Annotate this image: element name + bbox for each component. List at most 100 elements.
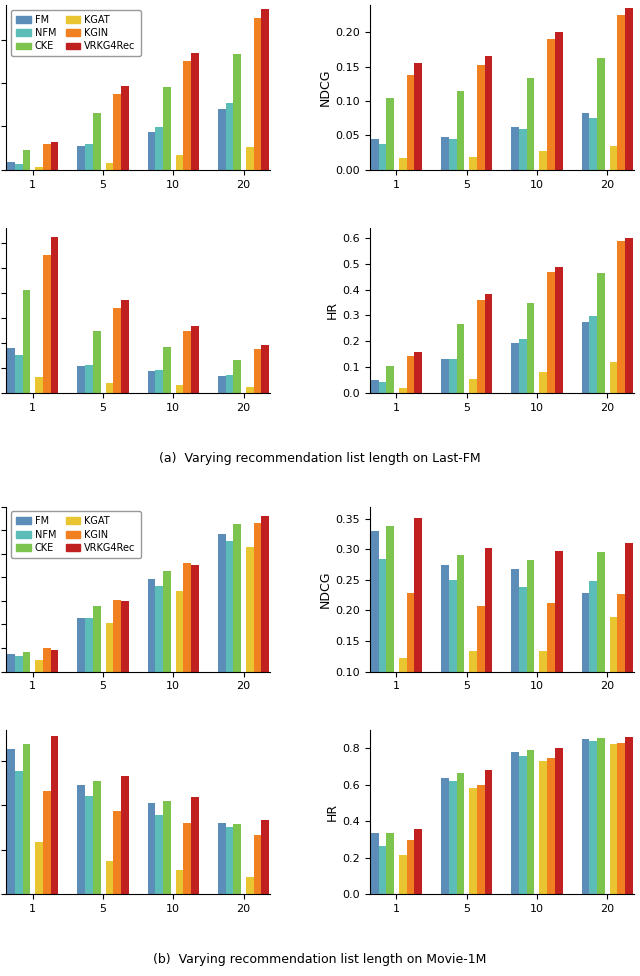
Bar — [85, 143, 93, 170]
Bar — [163, 571, 171, 671]
Bar — [51, 650, 58, 671]
Bar — [226, 375, 234, 392]
Bar — [484, 548, 492, 733]
Bar — [555, 32, 563, 170]
Bar — [484, 57, 492, 170]
Bar — [610, 745, 618, 894]
Bar — [379, 143, 387, 170]
Bar — [625, 737, 633, 894]
Bar — [43, 792, 51, 894]
Bar — [371, 531, 379, 733]
Bar — [234, 824, 241, 894]
Bar — [406, 593, 414, 733]
Bar — [406, 75, 414, 170]
Bar — [22, 150, 30, 170]
Bar — [261, 345, 269, 392]
Bar — [484, 294, 492, 392]
Bar — [618, 241, 625, 392]
Bar — [387, 834, 394, 894]
Bar — [93, 781, 100, 894]
Bar — [449, 781, 456, 894]
Bar — [85, 365, 93, 392]
Bar — [371, 380, 379, 392]
Bar — [582, 739, 589, 894]
Y-axis label: HR: HR — [325, 302, 339, 319]
Bar — [387, 98, 394, 170]
Bar — [555, 266, 563, 392]
Bar — [226, 541, 234, 671]
Bar — [625, 544, 633, 733]
Bar — [22, 652, 30, 671]
Bar — [35, 842, 43, 894]
Bar — [484, 770, 492, 894]
Bar — [93, 331, 100, 392]
Bar — [555, 748, 563, 894]
Bar — [625, 9, 633, 170]
Bar — [218, 376, 226, 392]
Bar — [106, 163, 113, 170]
Bar — [184, 331, 191, 392]
Bar — [22, 290, 30, 392]
Bar — [582, 113, 589, 170]
Y-axis label: NDCG: NDCG — [319, 570, 332, 608]
Bar — [184, 61, 191, 170]
Bar — [226, 103, 234, 170]
Bar — [618, 594, 625, 733]
Bar — [519, 755, 527, 894]
Bar — [261, 516, 269, 671]
Bar — [477, 65, 484, 170]
Bar — [22, 745, 30, 894]
Bar — [106, 624, 113, 671]
Bar — [156, 127, 163, 170]
Bar — [106, 383, 113, 392]
Bar — [456, 773, 464, 894]
Bar — [176, 385, 184, 392]
Bar — [379, 382, 387, 392]
Bar — [234, 54, 241, 170]
Bar — [449, 359, 456, 392]
Bar — [121, 87, 129, 170]
Bar — [218, 109, 226, 170]
Bar — [184, 823, 191, 894]
Bar — [618, 16, 625, 170]
Bar — [414, 829, 422, 894]
Bar — [7, 162, 15, 170]
Bar — [387, 526, 394, 733]
Bar — [51, 237, 58, 392]
Bar — [163, 346, 171, 392]
Bar — [519, 339, 527, 392]
Bar — [7, 347, 15, 392]
Bar — [35, 660, 43, 671]
Bar — [77, 146, 85, 170]
Bar — [547, 39, 555, 170]
Bar — [477, 605, 484, 733]
Bar — [7, 654, 15, 671]
Bar — [540, 151, 547, 170]
Bar — [246, 547, 253, 671]
Bar — [113, 307, 121, 392]
Bar — [253, 348, 261, 392]
Bar — [387, 366, 394, 392]
Bar — [582, 593, 589, 733]
Bar — [184, 563, 191, 671]
Bar — [589, 118, 597, 170]
Bar — [148, 371, 156, 392]
Bar — [191, 326, 199, 392]
Bar — [191, 797, 199, 894]
Bar — [43, 143, 51, 170]
Bar — [85, 796, 93, 894]
Legend: FM, NFM, CKE, KGAT, KGIN, VRKG4Rec: FM, NFM, CKE, KGAT, KGIN, VRKG4Rec — [12, 10, 141, 57]
Bar — [610, 362, 618, 392]
Bar — [43, 648, 51, 671]
Bar — [371, 139, 379, 170]
Bar — [218, 534, 226, 671]
Bar — [449, 580, 456, 733]
Bar — [406, 356, 414, 392]
Bar — [253, 523, 261, 671]
Bar — [77, 618, 85, 671]
Bar — [121, 300, 129, 392]
Bar — [441, 137, 449, 170]
Bar — [456, 555, 464, 733]
Bar — [15, 656, 22, 671]
Bar — [547, 603, 555, 733]
